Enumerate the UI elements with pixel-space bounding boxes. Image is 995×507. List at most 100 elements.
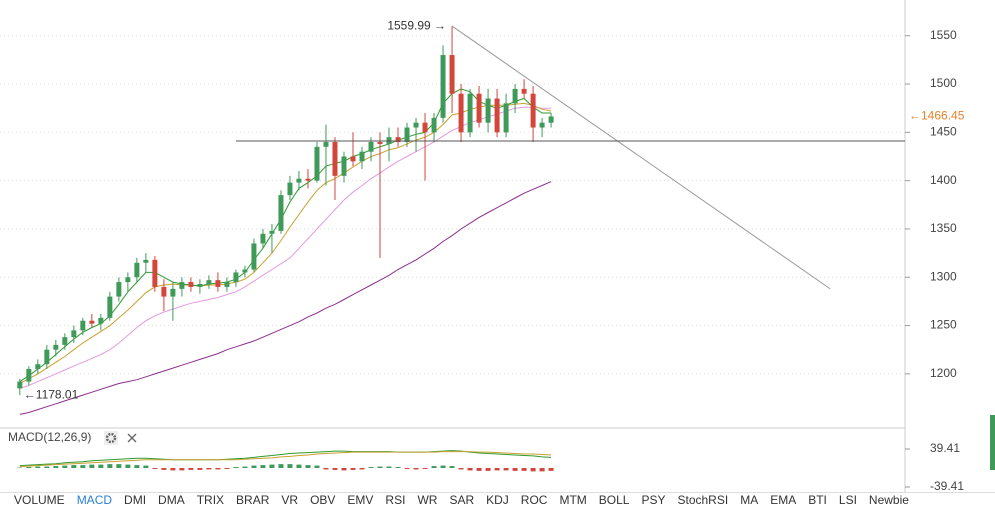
gear[interactable] (105, 432, 117, 444)
candle-body (152, 259, 158, 287)
y-tick-label: 1200 (930, 366, 957, 380)
indicator-tab[interactable]: MTM (559, 493, 587, 507)
candle-body (125, 277, 131, 283)
indicator-line (19, 106, 552, 389)
macd-bar (26, 467, 32, 468)
candle-body (332, 142, 338, 176)
macd-bar (125, 464, 131, 468)
macd-bar (152, 467, 158, 469)
candle-body (35, 364, 41, 370)
indicator-tab[interactable]: MA (740, 493, 759, 507)
candle-body (44, 349, 50, 365)
candle-body (89, 320, 95, 324)
macd-bar (116, 464, 122, 468)
indicator-tab[interactable]: VOLUME (14, 493, 65, 507)
price-annotation: ←1466.45 (909, 109, 965, 123)
y-tick-label: 1350 (930, 221, 957, 235)
macd-bar (413, 467, 419, 470)
candle-body (440, 55, 446, 118)
indicator-tab[interactable]: BOLL (598, 493, 630, 507)
indicator-tab[interactable]: EMA (770, 493, 797, 507)
indicator-tab[interactable]: Newbie (868, 493, 909, 507)
candle-body (242, 269, 248, 273)
gear-bg[interactable] (104, 431, 118, 445)
indicator-tab[interactable]: ROC (520, 493, 548, 507)
macd-bar (368, 467, 374, 468)
y-tick-label: 1500 (930, 76, 957, 90)
candle-body (512, 88, 518, 104)
macd-bar (431, 466, 437, 468)
indicator-line (19, 88, 552, 383)
indicator-tab[interactable]: EMV (347, 493, 374, 507)
candle-body (134, 262, 140, 278)
candle-body (62, 337, 68, 345)
y-tick-label: 1400 (930, 173, 957, 187)
candle-body (539, 122, 545, 128)
macd-bar (287, 464, 293, 468)
candle-body (314, 146, 320, 181)
indicator-tab[interactable]: BTI (808, 493, 827, 507)
macd-bar (35, 466, 41, 468)
candle-body (422, 122, 428, 133)
candle-body (260, 233, 266, 244)
candle-body (485, 98, 491, 123)
macd-bar (512, 467, 518, 471)
gear-icon[interactable] (104, 431, 118, 445)
candle-body (170, 288, 176, 297)
chart: 1200 1250 1300 1350 1400 1450 1500 1550 1559.99 … (0, 0, 995, 493)
macd-bar (107, 464, 113, 468)
macd-bar (215, 467, 221, 470)
candle-body (377, 142, 383, 144)
macd-bar (539, 467, 545, 472)
macd-bar (314, 465, 320, 468)
macd-bar (323, 467, 329, 470)
macd-bar (377, 466, 383, 468)
candle-body (53, 344, 59, 350)
indicator-tab[interactable]: OBV (310, 493, 336, 507)
indicator-tab[interactable]: LSI (838, 493, 857, 507)
macd-bar (548, 467, 554, 471)
price-annotation: 1559.99 → (387, 18, 446, 32)
indicator-tab[interactable]: VR (281, 493, 299, 507)
candle-body (368, 142, 374, 152)
candle-body (143, 259, 149, 263)
indicator-tab[interactable]: DMA (158, 493, 185, 507)
candle-body (548, 116, 554, 123)
candle-body (494, 98, 500, 133)
macd-bar (467, 467, 473, 471)
indicator-tab[interactable]: WR (417, 493, 438, 507)
candle-body (179, 282, 185, 289)
candle-body (503, 103, 509, 133)
indicator-tab[interactable]: DMI (124, 493, 147, 507)
indicator-tab[interactable]: TRIX (196, 493, 225, 507)
indicator-title: MACD(12,26,9) (8, 430, 91, 444)
candle-body (188, 282, 194, 287)
candle-body (449, 55, 455, 94)
indicator-tab[interactable]: BRAR (236, 493, 270, 507)
indicator-tab[interactable]: RSI (385, 493, 406, 507)
candle-body (395, 137, 401, 143)
candle-body (224, 282, 230, 287)
macd-bar (179, 467, 185, 471)
macd-bar (260, 465, 266, 468)
macd-bar (305, 465, 311, 468)
indicator-tab[interactable]: KDJ (486, 493, 509, 507)
candle-body (206, 280, 212, 285)
close-icon[interactable] (127, 433, 137, 443)
candle-body (323, 142, 329, 147)
candle-body (71, 330, 77, 338)
candle-body (233, 272, 239, 283)
macd-bar (143, 465, 149, 468)
indicator-tab[interactable]: StochRSI (677, 493, 729, 507)
candle-body (80, 320, 86, 331)
indicator-tab[interactable]: SAR (449, 493, 475, 507)
close-stroke[interactable] (127, 433, 137, 443)
indicator-tab[interactable]: PSY (641, 493, 666, 507)
indicator-line (19, 451, 552, 467)
macd-bar (332, 467, 338, 470)
candle-body (296, 178, 302, 183)
y-tick-label: 1450 (930, 125, 957, 139)
indicator-tab[interactable]: MACD (76, 493, 113, 507)
macd-bar (458, 467, 464, 470)
